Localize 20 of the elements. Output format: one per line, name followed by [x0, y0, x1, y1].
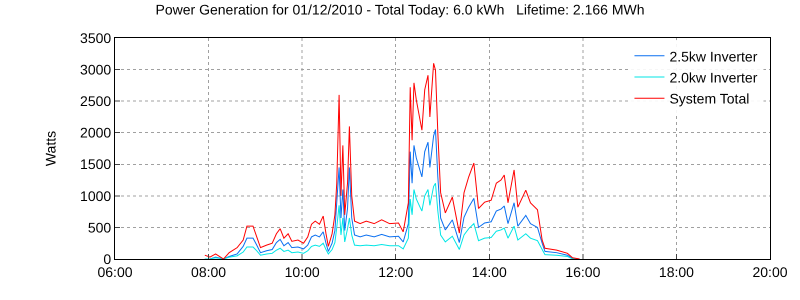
chart-title: Power Generation for 01/12/2010 - Total Today: 6.0 kWh Lifetime: 2.166 MWh — [156, 1, 644, 18]
legend-label: 2.0kw Inverter — [669, 69, 758, 86]
y-tick-label: 1500 — [80, 156, 112, 172]
x-tick-label: 16:00 — [565, 264, 601, 280]
y-tick-label: 3000 — [80, 61, 112, 78]
x-tick-label: 12:00 — [378, 264, 414, 280]
x-tick-label: 14:00 — [472, 264, 508, 280]
x-tick-label: 20:00 — [752, 264, 788, 280]
y-tick-label: 2000 — [80, 124, 112, 141]
y-axis-title: Watts — [42, 130, 59, 166]
legend-label: 2.5kw Inverter — [669, 48, 758, 64]
x-tick-label: 10:00 — [284, 264, 320, 280]
y-tick-label: 3500 — [80, 30, 112, 46]
x-tick-label: 08:00 — [191, 264, 226, 280]
line-series — [204, 62, 580, 259]
x-tick-label: 18:00 — [658, 264, 694, 280]
legend-label: System Total — [669, 90, 750, 107]
y-tick-label: 1000 — [80, 188, 112, 204]
y-tick-label: 500 — [88, 219, 112, 236]
y-tick-label: 2500 — [80, 93, 112, 110]
